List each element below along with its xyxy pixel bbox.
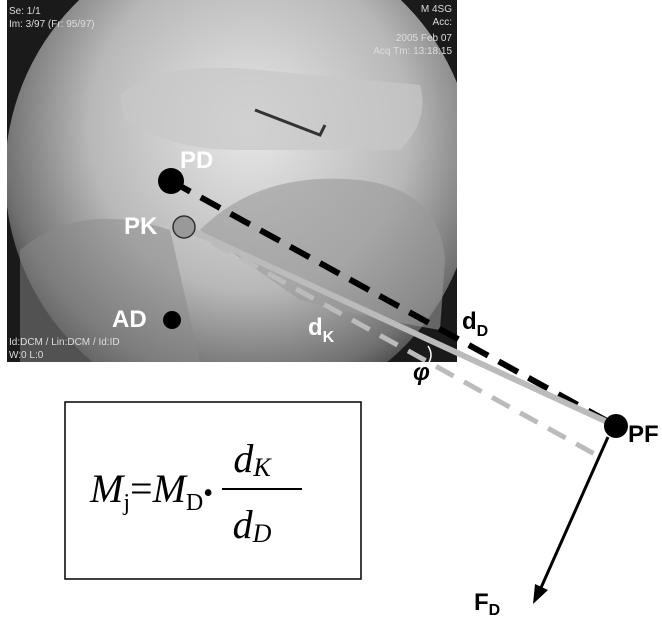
text-part: • <box>203 478 213 509</box>
overlay-text: 2005 Feb 07 <box>396 33 453 44</box>
overlay-text: Id:DCM / Lin:DCM / Id:ID <box>9 337 120 348</box>
text-part: = <box>130 466 153 511</box>
overlay-text: W:0 L:0 <box>9 350 44 361</box>
point-pk <box>173 216 195 238</box>
point-ad <box>163 311 181 329</box>
overlay-text: Acq Tm: 13:18:15 <box>373 46 452 57</box>
text-part: F <box>474 589 489 616</box>
arrow-head <box>533 584 548 604</box>
text-part: d <box>233 502 254 547</box>
label-pf: PF <box>628 421 659 448</box>
text-part: D <box>186 490 203 516</box>
label-fd: FD <box>474 589 500 617</box>
text-part: D <box>477 323 489 340</box>
text-part: K <box>323 329 335 346</box>
overlay-text: Acc: <box>433 17 452 28</box>
label-phi: φ <box>413 359 430 386</box>
xray-image <box>5 0 475 415</box>
label-pk: PK <box>124 213 158 240</box>
label-pd: PD <box>180 147 213 174</box>
text-part: D <box>252 519 272 548</box>
overlay-text: Se: 1/1 <box>9 6 41 17</box>
text-part: d <box>308 314 323 341</box>
text-part: K <box>252 453 272 482</box>
label-ad: AD <box>112 306 147 333</box>
text-part: M <box>89 466 126 511</box>
overlay-text: M 4SG <box>421 4 452 15</box>
label-dd: dD <box>462 308 488 340</box>
text-part: j <box>122 490 130 516</box>
text-part: d <box>462 308 477 335</box>
text-part: D <box>489 602 501 617</box>
force-arrow <box>540 437 608 590</box>
overlay-text: Im: 3/97 (Fr: 95/97) <box>9 19 95 30</box>
text-part: M <box>152 466 189 511</box>
figure: Se: 1/1 Im: 3/97 (Fr: 95/97) M 4SG Acc: … <box>0 0 662 617</box>
point-pf <box>604 414 628 438</box>
text-part: d <box>233 436 254 481</box>
